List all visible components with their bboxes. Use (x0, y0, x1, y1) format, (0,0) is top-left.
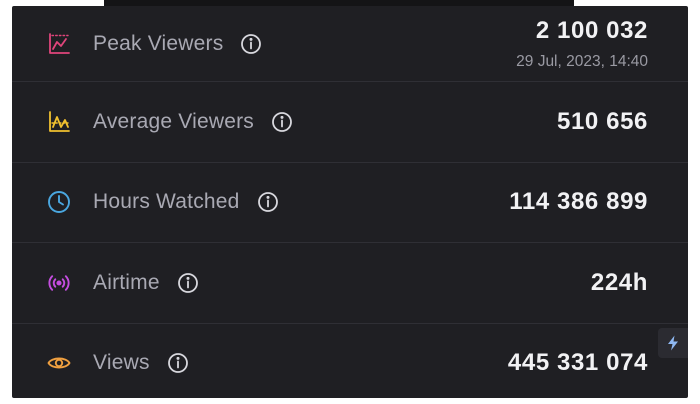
stat-label: Average Viewers (93, 109, 254, 133)
stat-row-views: Views 445 331 074 (12, 324, 688, 399)
stat-value-group: 2 100 032 29 Jul, 2023, 14:40 (516, 17, 648, 71)
quick-action-button[interactable] (658, 328, 688, 358)
stat-row-hours-watched: Hours Watched 114 386 899 (12, 163, 688, 243)
peak-date-timestamp: 29 Jul, 2023, 14:40 (516, 52, 648, 70)
stat-value: 445 331 074 (507, 349, 648, 377)
stat-row-airtime: Airtime 224h (12, 243, 688, 324)
stat-value: 510 656 (557, 107, 648, 135)
stat-value: 2 100 032 (535, 16, 648, 44)
info-icon[interactable] (240, 33, 262, 55)
lightning-icon (666, 335, 680, 351)
info-icon[interactable] (177, 272, 199, 294)
stat-value: 224h (590, 268, 648, 296)
info-icon[interactable] (167, 352, 189, 374)
top-edge-strip (104, 0, 574, 6)
stat-value: 114 386 899 (509, 188, 648, 216)
stat-row-average-viewers: Average Viewers 510 656 (12, 82, 688, 163)
stat-label: Peak Viewers (93, 31, 224, 55)
peak-chart-icon (46, 31, 72, 57)
stats-panel: Peak Viewers 2 100 032 29 Jul, 2023, 14:… (12, 6, 688, 398)
clock-icon (46, 189, 72, 215)
stat-label: Views (93, 351, 150, 375)
info-icon[interactable] (257, 191, 279, 213)
eye-icon (46, 350, 72, 376)
stat-label: Airtime (93, 270, 160, 294)
stat-row-peak-viewers: Peak Viewers 2 100 032 29 Jul, 2023, 14:… (12, 6, 688, 82)
average-chart-icon (46, 109, 72, 135)
info-icon[interactable] (271, 111, 293, 133)
broadcast-icon (46, 270, 72, 296)
stat-label: Hours Watched (93, 190, 240, 214)
